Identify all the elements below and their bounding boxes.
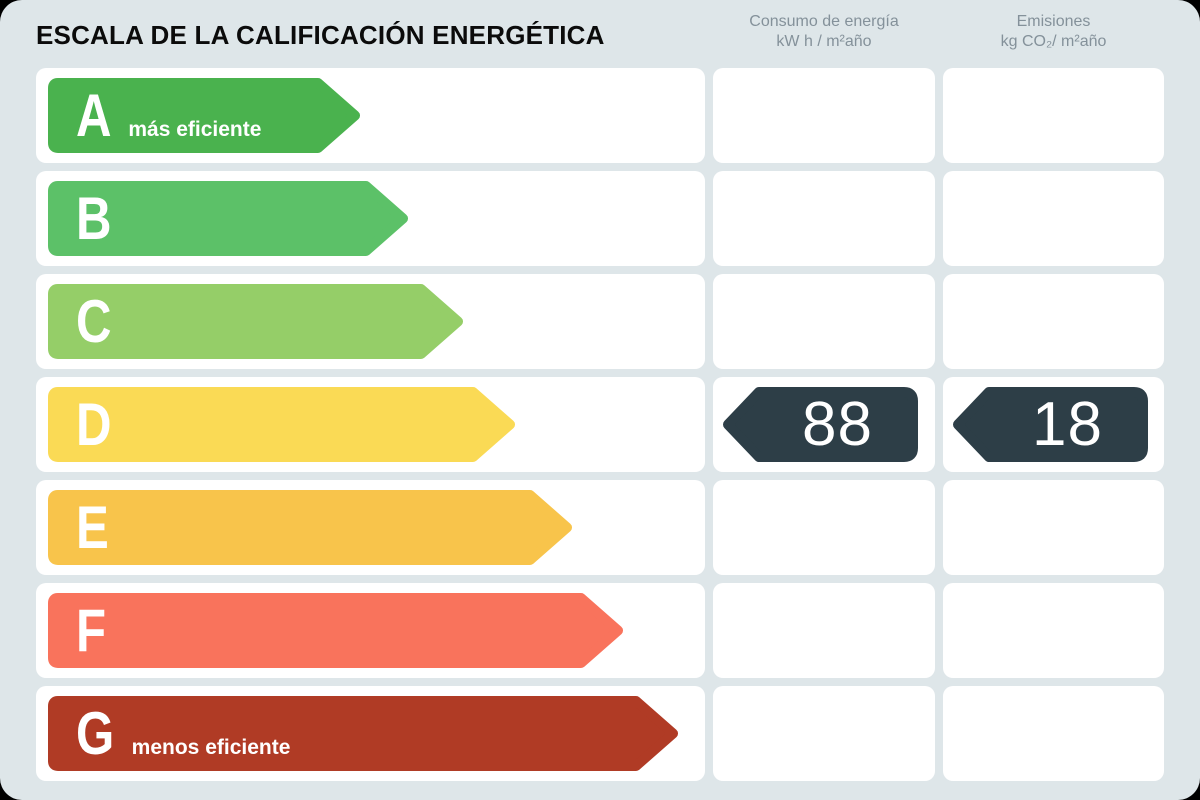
- consumption-value: 88: [802, 390, 873, 459]
- grade-arrow-text-b: B: [76, 171, 119, 266]
- scale-row-f: F: [36, 583, 705, 678]
- emissions-cell-f: [943, 583, 1164, 678]
- efficiency-label-a: más eficiente: [128, 118, 262, 141]
- grade-letter-b: B: [76, 185, 112, 252]
- column-header-consumption: Consumo de energía kW h / m²año: [713, 0, 935, 52]
- grade-letter-g: G: [76, 700, 115, 767]
- consumption-cell-e: [713, 480, 935, 575]
- scale-row-d: D: [36, 377, 705, 472]
- grade-arrow-text-e: E: [76, 480, 116, 575]
- emissions-arrow-shape: [953, 387, 1148, 462]
- emissions-header-line1: Emisiones: [1016, 13, 1091, 30]
- column-header-emissions: Emisiones kg CO₂/ m²año: [943, 0, 1164, 52]
- grade-arrow-text-f: F: [76, 583, 113, 678]
- consumption-cell-a: [713, 68, 935, 163]
- page-title: ESCALA DE LA CALIFICACIÓN ENERGÉTICA: [36, 20, 605, 50]
- grade-arrow-a: [48, 78, 360, 153]
- grade-letter-e: E: [76, 494, 109, 561]
- scale-row-b: B: [36, 171, 705, 266]
- grade-arrow-e: [48, 490, 572, 565]
- grade-arrow-g: [48, 696, 678, 771]
- emissions-value: 18: [1032, 390, 1103, 459]
- scale-row-e: E: [36, 480, 705, 575]
- emissions-cell-g: [943, 686, 1164, 781]
- consumption-cell-c: [713, 274, 935, 369]
- grade-letter-f: F: [76, 597, 107, 664]
- emissions-header-line2: kg CO₂/ m²año: [1000, 33, 1107, 50]
- scale-row-c: C: [36, 274, 705, 369]
- consumption-value-arrow: 88: [723, 387, 918, 462]
- grade-arrow-d: [48, 387, 515, 462]
- consumption-arrow-shape: [723, 387, 918, 462]
- consumption-cell-f: [713, 583, 935, 678]
- grade-arrow-text-c: C: [76, 274, 119, 369]
- emissions-value-arrow: 18: [953, 387, 1148, 462]
- emissions-cell-b: [943, 171, 1164, 266]
- grade-letter-a: A: [76, 82, 112, 149]
- emissions-cell-d: 18: [943, 377, 1164, 472]
- emissions-cell-e: [943, 480, 1164, 575]
- efficiency-label-g: menos eficiente: [131, 736, 291, 759]
- emissions-cell-a: [943, 68, 1164, 163]
- consumption-cell-g: [713, 686, 935, 781]
- emissions-cell-c: [943, 274, 1164, 369]
- grade-arrow-b: [48, 181, 408, 256]
- grade-arrow-text-d: D: [76, 377, 119, 472]
- consumption-cell-d: 88: [713, 377, 935, 472]
- consumption-cell-b: [713, 171, 935, 266]
- grade-letter-d: D: [76, 391, 112, 458]
- header: ESCALA DE LA CALIFICACIÓN ENERGÉTICA Con…: [0, 0, 1200, 68]
- consumption-header-line2: kW h / m²año: [776, 33, 872, 50]
- grade-letter-c: C: [76, 288, 112, 355]
- grade-arrow-f: [48, 593, 623, 668]
- grade-arrow-c: [48, 284, 463, 359]
- consumption-header-line1: Consumo de energía: [749, 13, 899, 30]
